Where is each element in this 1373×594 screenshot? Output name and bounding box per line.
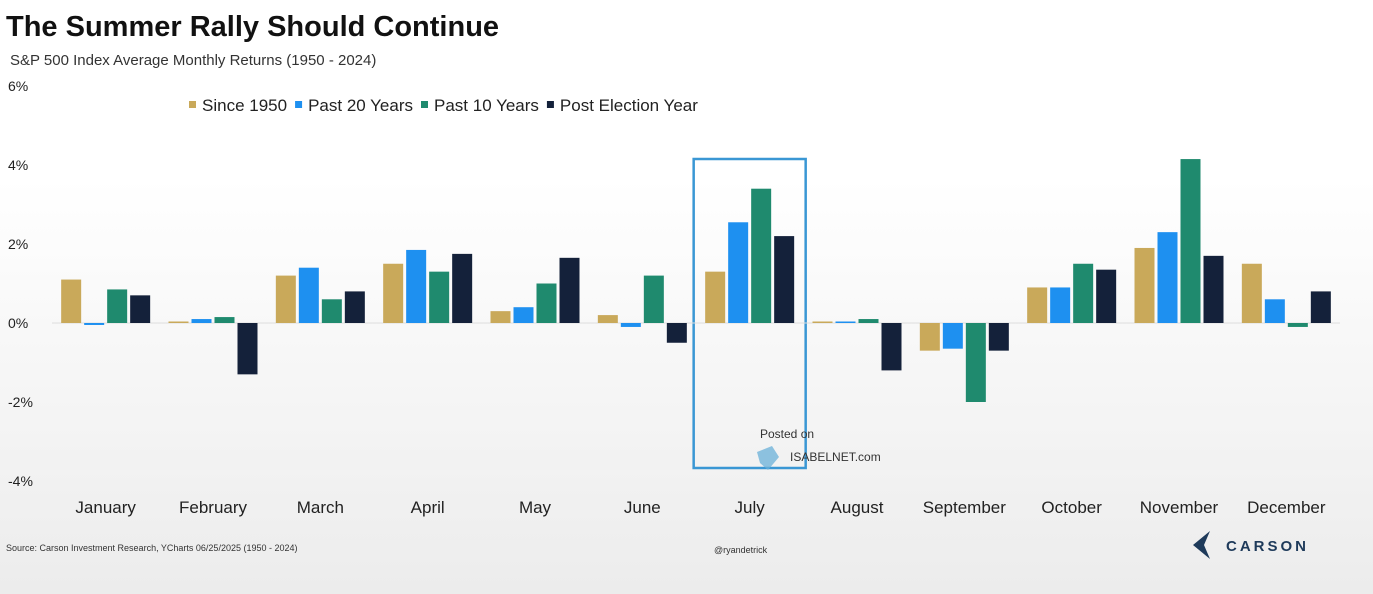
legend-label-3: Post Election Year: [560, 96, 698, 115]
legend-swatch-1: [295, 101, 303, 108]
x-tick-label-july: July: [735, 498, 766, 517]
carson-brand-text: CARSON: [1226, 538, 1309, 555]
bar-august-series-3: [881, 323, 902, 371]
bar-september-series-3: [988, 323, 1009, 351]
bar-november-series-3: [1203, 255, 1224, 323]
bar-november-series-0: [1134, 247, 1155, 323]
y-tick-label: -4%: [8, 473, 33, 489]
y-tick-label: -2%: [8, 394, 33, 410]
x-tick-label-december: December: [1247, 498, 1326, 517]
bar-march-series-1: [298, 267, 319, 323]
isabelnet-watermark: Posted on ISABELNET.com: [757, 427, 881, 470]
bar-april-series-1: [406, 249, 427, 323]
bar-november-series-2: [1180, 159, 1201, 323]
bar-september-series-1: [942, 323, 963, 349]
x-tick-label-june: June: [624, 498, 661, 517]
bar-may-series-3: [559, 257, 580, 323]
bar-april-series-2: [429, 271, 450, 323]
author-handle: @ryandetrick: [714, 545, 768, 555]
bar-may-series-2: [536, 283, 557, 323]
bar-august-series-0: [812, 321, 833, 323]
y-tick-label: 0%: [8, 315, 28, 331]
watermark-line-1: Posted on: [760, 427, 814, 441]
bar-april-series-3: [452, 253, 473, 323]
x-tick-label-september: September: [923, 498, 1006, 517]
bar-january-series-3: [130, 295, 151, 323]
bar-january-series-1: [84, 323, 105, 325]
chart-subtitle: S&P 500 Index Average Monthly Returns (1…: [10, 52, 376, 69]
bar-october-series-3: [1096, 269, 1117, 323]
bar-february-series-1: [191, 319, 212, 323]
x-tick-label-february: February: [179, 498, 248, 517]
x-tick-label-may: May: [519, 498, 552, 517]
bar-december-series-3: [1310, 291, 1331, 323]
bar-march-series-0: [275, 275, 296, 323]
bar-february-series-0: [168, 321, 189, 323]
y-tick-label: 6%: [8, 78, 28, 94]
bar-october-series-0: [1027, 287, 1048, 323]
watermark-line-2: ISABELNET.com: [790, 450, 881, 464]
x-tick-label-january: January: [75, 498, 136, 517]
bar-august-series-1: [835, 321, 856, 323]
x-tick-label-april: April: [411, 498, 445, 517]
bar-july-series-2: [751, 188, 772, 323]
bar-may-series-1: [513, 307, 534, 323]
bar-may-series-0: [490, 311, 511, 323]
bar-october-series-1: [1050, 287, 1071, 323]
bar-january-series-0: [61, 279, 82, 323]
bars: [61, 159, 1331, 402]
carson-logo-icon: [1193, 531, 1210, 559]
bar-march-series-3: [344, 291, 365, 323]
bar-july-series-1: [728, 222, 749, 323]
bar-june-series-0: [597, 315, 618, 323]
x-tick-label-november: November: [1140, 498, 1219, 517]
legend-label-2: Past 10 Years: [434, 96, 539, 115]
bar-february-series-2: [214, 317, 235, 323]
bar-december-series-0: [1241, 263, 1262, 323]
watermark-logo-icon: [757, 446, 779, 470]
bar-july-series-0: [705, 271, 726, 323]
bar-october-series-2: [1073, 263, 1094, 323]
bar-march-series-2: [321, 299, 342, 323]
july-highlight-box: [692, 157, 807, 470]
x-tick-label-october: October: [1041, 498, 1102, 517]
x-axis: January February March April May June July Augu…: [75, 498, 1325, 517]
bar-december-series-2: [1287, 323, 1308, 327]
legend-swatch-2: [421, 101, 428, 108]
bar-june-series-3: [666, 323, 687, 343]
x-tick-label-august: August: [831, 498, 884, 517]
y-tick-label: 2%: [8, 236, 28, 252]
bar-february-series-3: [237, 323, 258, 375]
bar-april-series-0: [383, 263, 404, 323]
bar-september-series-2: [965, 323, 986, 402]
bar-july-series-3: [774, 236, 795, 323]
bar-august-series-2: [858, 319, 879, 323]
chart-title: The Summer Rally Should Continue: [6, 11, 499, 43]
bar-november-series-1: [1157, 232, 1178, 323]
y-tick-label: 4%: [8, 157, 28, 173]
bar-january-series-2: [107, 289, 128, 323]
legend-label-0: Since 1950: [202, 96, 287, 115]
legend-label-1: Past 20 Years: [308, 96, 413, 115]
legend-swatch-0: [189, 101, 196, 108]
legend: Since 1950 Past 20 Years Past 10 Years Post…: [189, 96, 698, 115]
x-tick-label-march: March: [297, 498, 344, 517]
bar-december-series-1: [1264, 299, 1285, 323]
bar-september-series-0: [919, 323, 940, 351]
bar-june-series-1: [620, 323, 641, 327]
carson-logo: CARSON: [1193, 531, 1309, 559]
bar-june-series-2: [643, 275, 664, 323]
source-note: Source: Carson Investment Research, YCha…: [6, 543, 298, 553]
legend-swatch-3: [546, 101, 554, 108]
y-axis: 6% 4% 2% 0% -2% -4%: [8, 78, 33, 489]
